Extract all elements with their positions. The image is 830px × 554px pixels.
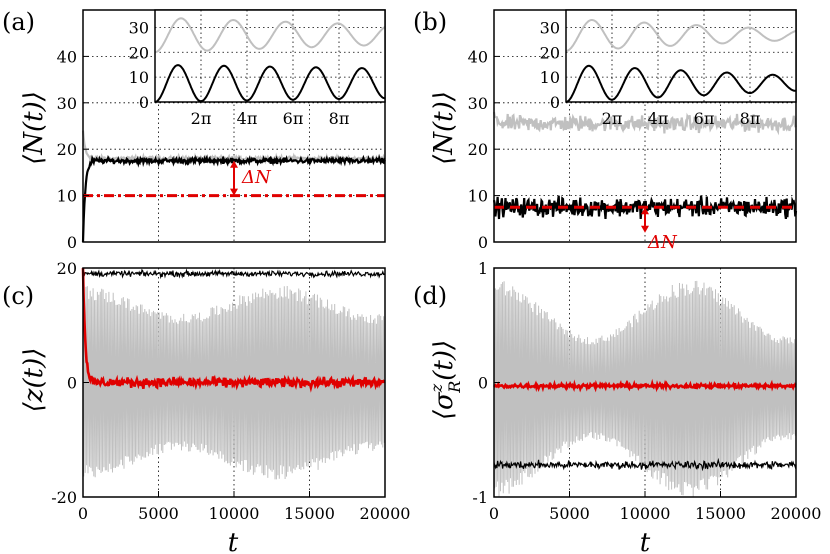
x-tick-label-c: 20000: [360, 504, 411, 523]
inset-x-tick-label-b: 6π: [694, 109, 715, 128]
inset-series-b-0: [565, 19, 797, 52]
panel-label-d: (d): [413, 282, 447, 310]
inset-y-tick-label-a: 0: [139, 93, 149, 112]
inset-y-tick-label-a: 10: [129, 68, 149, 87]
delta-n-arrow-a-head-bottom: [230, 188, 238, 196]
y-tick-label-a: 20: [57, 140, 77, 159]
delta-n-arrow-a-head-top: [230, 160, 238, 168]
y-tick-label-c: 0: [67, 374, 77, 393]
y-tick-label-b: 0: [478, 233, 488, 252]
y-tick-label-c: 20: [57, 259, 77, 278]
series-line-b-0: [492, 111, 798, 136]
inset-x-tick-label-a: 4π: [237, 109, 258, 128]
inset-y-tick-label-b: 30: [540, 18, 560, 37]
x-tick-label-c: 0: [78, 504, 88, 523]
y-axis-label-a: ⟨N(t)⟩: [19, 91, 49, 165]
y-tick-label-a: 30: [57, 94, 77, 113]
y-tick-label-c: -20: [51, 488, 77, 507]
x-tick-label-c: 15000: [284, 504, 335, 523]
series-line-d-1: [493, 457, 797, 472]
series-line-a-1: [81, 153, 386, 243]
y-tick-label-a: 10: [57, 187, 77, 206]
y-tick-label-b: 10: [468, 187, 488, 206]
y-tick-label-a: 0: [67, 233, 77, 252]
delta-n-label-a: ΔN: [241, 167, 272, 188]
x-tick-label-c: 10000: [209, 504, 260, 523]
y-tick-label-d: 1: [478, 259, 488, 278]
series-line-c-0: [82, 285, 386, 480]
series-line-c-2: [81, 267, 386, 393]
y-tick-label-b: 30: [468, 94, 488, 113]
inset-y-tick-label-a: 30: [129, 18, 149, 37]
inset-y-tick-label-b: 20: [540, 43, 560, 62]
inset-frame-b: [565, 9, 797, 103]
inset-series-b-1: [565, 64, 796, 103]
series-line-d-2: [493, 378, 797, 393]
y-tick-label-b: 20: [468, 140, 488, 159]
delta-n-arrow-b-head-bottom: [641, 225, 649, 233]
inset-x-tick-label-b: 2π: [602, 109, 623, 128]
y-axis-label-d: ⟨σzR(t)⟩: [427, 340, 464, 420]
inset-x-tick-label-b: 8π: [740, 109, 761, 128]
x-tick-label-c: 5000: [138, 504, 179, 523]
series-line-c-1: [82, 268, 386, 280]
y-tick-label-d: 0: [478, 374, 488, 393]
inset-y-tick-label-a: 20: [129, 43, 149, 62]
panel-label-b: (b): [413, 8, 447, 36]
inset-x-tick-label-b: 4π: [648, 109, 669, 128]
inset-x-tick-label-a: 2π: [191, 109, 212, 128]
x-tick-label-d: 0: [489, 504, 499, 523]
y-axis-label-c: ⟨z(t)⟩: [19, 348, 49, 413]
x-tick-label-d: 15000: [695, 504, 746, 523]
y-tick-label-d: -1: [472, 488, 488, 507]
y-tick-label-b: 40: [468, 47, 488, 66]
inset-x-tick-label-a: 6π: [283, 109, 304, 128]
x-axis-label-d: t: [640, 528, 651, 554]
y-axis-label-b: ⟨N(t)⟩: [429, 91, 459, 165]
panel-label-c: (c): [2, 282, 34, 310]
series-line-d-0: [493, 280, 797, 497]
x-tick-label-d: 10000: [620, 504, 671, 523]
delta-n-label-b: ΔN: [647, 232, 678, 253]
inset-series-a-0: [154, 17, 386, 54]
x-tick-label-d: 5000: [549, 504, 590, 523]
inset-y-tick-label-b: 10: [540, 68, 560, 87]
y-tick-label-a: 40: [57, 47, 77, 66]
inset-background-b: [566, 10, 796, 102]
x-axis-label-c: t: [228, 528, 239, 554]
inset-x-tick-label-a: 8π: [329, 109, 350, 128]
inset-series-a-1: [154, 64, 386, 103]
inset-background-a: [155, 10, 385, 102]
delta-n-arrow-b-head-top: [641, 207, 649, 215]
inset-y-tick-label-b: 0: [550, 93, 560, 112]
x-tick-label-d: 20000: [771, 504, 822, 523]
inset-frame-a: [154, 9, 386, 103]
panel-label-a: (a): [2, 8, 35, 36]
